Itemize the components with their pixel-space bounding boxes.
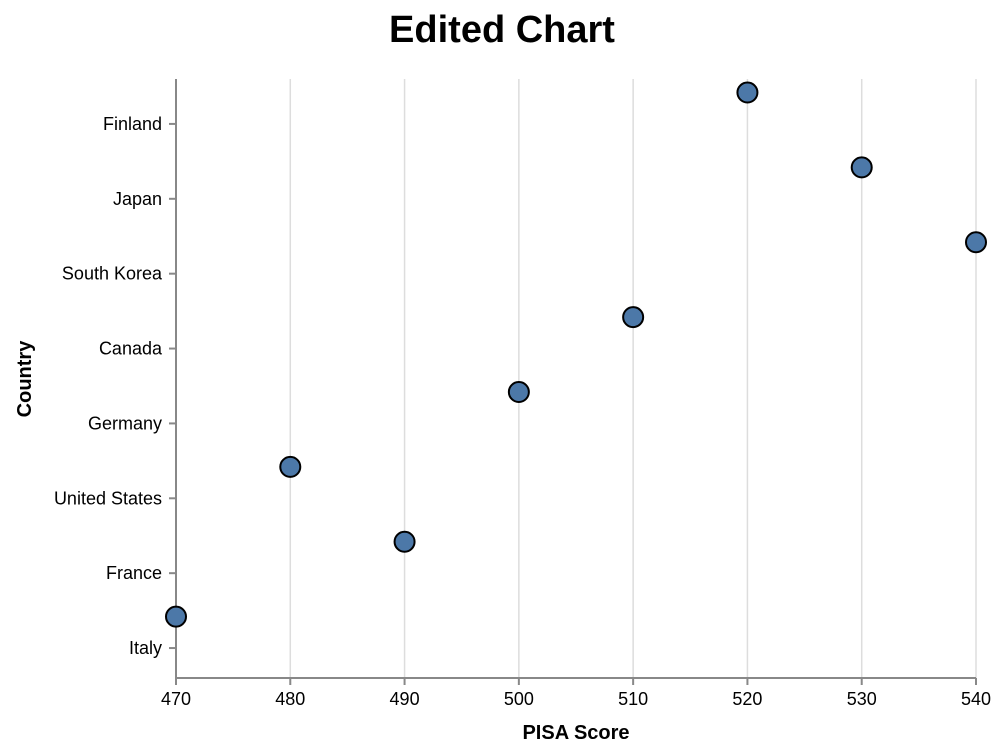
data-point xyxy=(507,380,530,403)
y-tick-label: Italy xyxy=(129,638,162,658)
y-tick-label: France xyxy=(106,563,162,583)
data-point xyxy=(736,81,759,104)
data-point xyxy=(622,306,645,329)
x-tick-label: 490 xyxy=(390,689,420,709)
y-tick-label: Finland xyxy=(103,114,162,134)
data-point xyxy=(965,231,987,254)
chart-title: Edited Chart xyxy=(389,9,615,51)
y-tick-label: Canada xyxy=(99,339,163,359)
x-tick-label: 520 xyxy=(732,689,762,709)
y-tick-label: United States xyxy=(54,488,162,508)
x-tick-label: 530 xyxy=(847,689,877,709)
data-point xyxy=(393,530,416,553)
x-tick-label: 470 xyxy=(161,689,191,709)
y-tick-label: South Korea xyxy=(62,264,163,284)
x-axis-title: PISA Score xyxy=(522,722,629,744)
x-tick-label: 510 xyxy=(618,689,648,709)
y-tick-label: Japan xyxy=(113,189,162,209)
x-tick-label: 540 xyxy=(961,689,991,709)
x-tick-label: 480 xyxy=(275,689,305,709)
y-axis-title: Country xyxy=(14,340,36,418)
y-tick-label: Germany xyxy=(88,413,162,433)
grid xyxy=(289,79,977,678)
axes: 470 480 490 500 510 520 530 540 Finland Japan Sout… xyxy=(54,79,991,709)
x-tick-label: 500 xyxy=(504,689,534,709)
data-point xyxy=(850,156,873,179)
data-points xyxy=(165,81,987,628)
data-point xyxy=(279,455,302,478)
data-point xyxy=(165,605,187,628)
